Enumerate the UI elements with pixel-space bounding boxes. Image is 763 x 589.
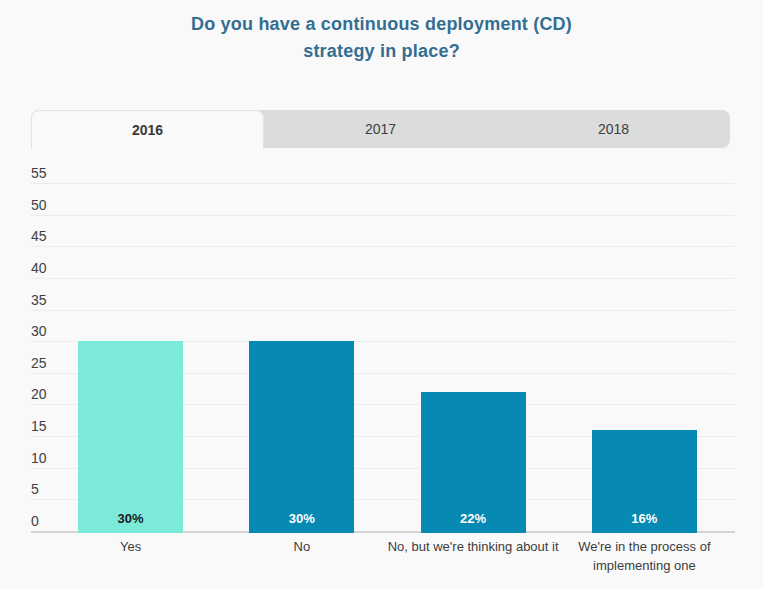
x-axis-category-label: Yes <box>36 537 226 556</box>
gridline <box>31 215 735 216</box>
y-axis-tick-label: 45 <box>31 227 71 245</box>
y-axis-tick-label: 10 <box>31 449 71 467</box>
tab-2018[interactable]: 2018 <box>497 110 730 148</box>
year-tabs: 2017 2018 2016 <box>31 110 730 148</box>
chart-title: Do you have a continuous deployment (CD)… <box>167 11 597 65</box>
gridline <box>31 183 735 184</box>
y-axis-tick-label: 30 <box>31 322 71 340</box>
y-axis-tick-label: 5 <box>31 480 71 498</box>
x-axis-category-label: No <box>207 537 397 556</box>
tab-2016[interactable]: 2016 <box>31 110 264 149</box>
bar <box>78 341 183 533</box>
bar-value-label: 30% <box>78 509 183 529</box>
gridline <box>31 246 735 247</box>
bar-value-label: 30% <box>249 509 354 529</box>
y-axis-tick-label: 20 <box>31 385 71 403</box>
gridline <box>31 310 735 311</box>
bar-value-label: 16% <box>592 509 697 529</box>
tab-2017[interactable]: 2017 <box>264 110 497 148</box>
chart-header: Do you have a continuous deployment (CD)… <box>0 11 763 65</box>
tab-2018-label: 2018 <box>598 121 629 137</box>
y-axis-tick-label: 40 <box>31 259 71 277</box>
y-axis-tick-label: 0 <box>31 512 71 530</box>
x-axis-category-label: No, but we're thinking about it <box>378 537 568 556</box>
survey-chart-card: Do you have a continuous deployment (CD)… <box>0 0 763 589</box>
y-axis-tick-label: 25 <box>31 354 71 372</box>
gridline <box>31 278 735 279</box>
y-axis-tick-label: 55 <box>31 164 71 182</box>
tab-2016-label: 2016 <box>132 122 163 138</box>
y-axis-tick-label: 15 <box>31 417 71 435</box>
y-axis-tick-label: 35 <box>31 291 71 309</box>
bar <box>249 341 354 533</box>
y-axis-tick-label: 50 <box>31 196 71 214</box>
x-axis-category-label: We're in the process of implementing one <box>549 537 739 575</box>
tab-2017-label: 2017 <box>365 121 396 137</box>
bar-value-label: 22% <box>421 509 526 529</box>
